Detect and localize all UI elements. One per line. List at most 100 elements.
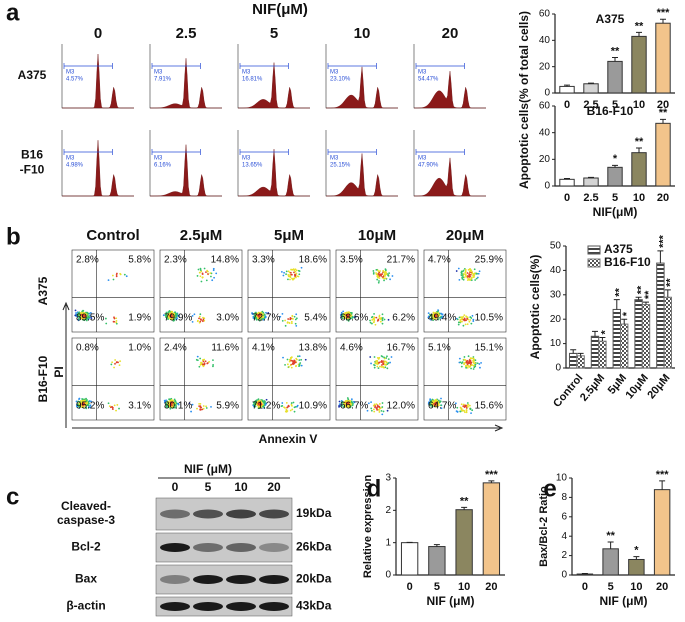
cell-dot — [287, 363, 289, 365]
blot-band — [160, 510, 190, 519]
cell-dot — [197, 320, 199, 322]
quadrant-percent: 25.9% — [475, 255, 503, 266]
bar — [613, 309, 620, 368]
y-tick-label: 20 — [539, 61, 551, 72]
cell-dot — [291, 405, 293, 407]
quadrant-percent: 79.9% — [164, 313, 192, 324]
cell-dot — [479, 270, 481, 272]
cell-dot — [295, 323, 297, 325]
cell-dot — [119, 273, 121, 275]
quadrant-percent: 1.9% — [128, 313, 151, 324]
x-tick-label: 2.5μM — [578, 372, 607, 404]
bar — [560, 179, 574, 186]
lane-label: 5 — [205, 480, 212, 494]
panel-title: NIF (μM) — [184, 462, 232, 476]
cell-dot — [295, 313, 297, 315]
cell-dot — [202, 359, 204, 361]
cell-dot — [470, 408, 472, 410]
cell-dot — [385, 277, 387, 279]
cell-dot — [108, 402, 110, 404]
quadrant-percent: 5.8% — [128, 255, 151, 266]
cell-dot — [291, 315, 293, 317]
cell-dot — [118, 408, 120, 410]
lane-label: 10 — [234, 480, 248, 494]
significance: *** — [485, 469, 499, 481]
cell-dot — [381, 410, 383, 412]
cell-dot — [384, 275, 386, 277]
cell-dot — [382, 276, 384, 278]
error-bar — [665, 290, 671, 297]
cell-dot — [466, 411, 468, 413]
cell-dot — [382, 366, 384, 368]
cell-dot — [210, 406, 212, 408]
cell-dot — [383, 278, 385, 280]
cell-dot — [283, 275, 285, 277]
cell-dot — [202, 363, 204, 365]
cell-dot — [466, 410, 468, 412]
bar — [664, 297, 671, 368]
cell-dot — [200, 403, 202, 405]
gate-percent: 47.90% — [418, 163, 439, 169]
significance: ** — [635, 136, 644, 148]
cell-dot — [463, 320, 465, 322]
cell-dot — [298, 365, 300, 367]
cell-dot — [194, 313, 196, 315]
bar — [629, 559, 644, 575]
cell-dot — [465, 273, 467, 275]
cell-dot — [295, 273, 297, 275]
cell-dot — [373, 364, 375, 366]
significance: * — [621, 311, 633, 316]
cell-dot — [461, 272, 463, 274]
protein-name: Bcl-2 — [71, 540, 101, 554]
cell-dot — [480, 362, 482, 364]
cell-dot — [467, 404, 469, 406]
cell-dot — [477, 362, 479, 364]
bar — [603, 549, 618, 575]
gate-name: M3 — [330, 70, 339, 76]
cell-dot — [464, 277, 466, 279]
cell-dot — [457, 411, 459, 413]
cell-dot — [467, 402, 469, 404]
cell-dot — [371, 323, 373, 325]
gate-marker — [240, 149, 288, 155]
cell-dot — [459, 319, 461, 321]
cell-dot — [469, 361, 471, 363]
cell-dot — [382, 362, 384, 364]
cell-dot — [471, 409, 473, 411]
significance: ** — [611, 45, 620, 57]
y-tick-label: 40 — [550, 265, 562, 276]
cell-dot — [473, 368, 475, 370]
bar — [642, 305, 649, 368]
cell-dot — [467, 272, 469, 274]
error-bar — [621, 319, 627, 324]
cell-dot — [381, 413, 383, 415]
cell-dot — [204, 268, 206, 270]
cell-dot — [295, 319, 297, 321]
cell-dot — [105, 323, 107, 325]
cell-dot — [116, 362, 118, 364]
cell-dot — [376, 279, 378, 281]
cell-dot — [290, 357, 292, 359]
cell-dot — [286, 270, 288, 272]
cell-dot — [202, 273, 204, 275]
column-header: 2.5μM — [180, 227, 223, 244]
significance: *** — [657, 7, 671, 19]
cell-dot — [198, 366, 200, 368]
cell-dot — [126, 275, 128, 277]
cell-dot — [282, 313, 284, 315]
cell-dot — [294, 361, 296, 363]
row-label: B16-F10 — [36, 355, 50, 402]
cell-dot — [292, 269, 294, 271]
y-tick-label: 8 — [561, 492, 567, 503]
blot-band — [259, 602, 289, 611]
column-header: Control — [86, 227, 139, 244]
y-tick-label: 50 — [550, 241, 562, 252]
cell-dot — [459, 358, 461, 360]
row-label: A375 — [36, 276, 50, 305]
x-tick-label: 0 — [582, 581, 588, 593]
cell-dot — [469, 268, 471, 270]
cell-dot — [206, 270, 208, 272]
cell-dot — [381, 364, 383, 366]
y-tick-label: 6 — [561, 511, 567, 522]
